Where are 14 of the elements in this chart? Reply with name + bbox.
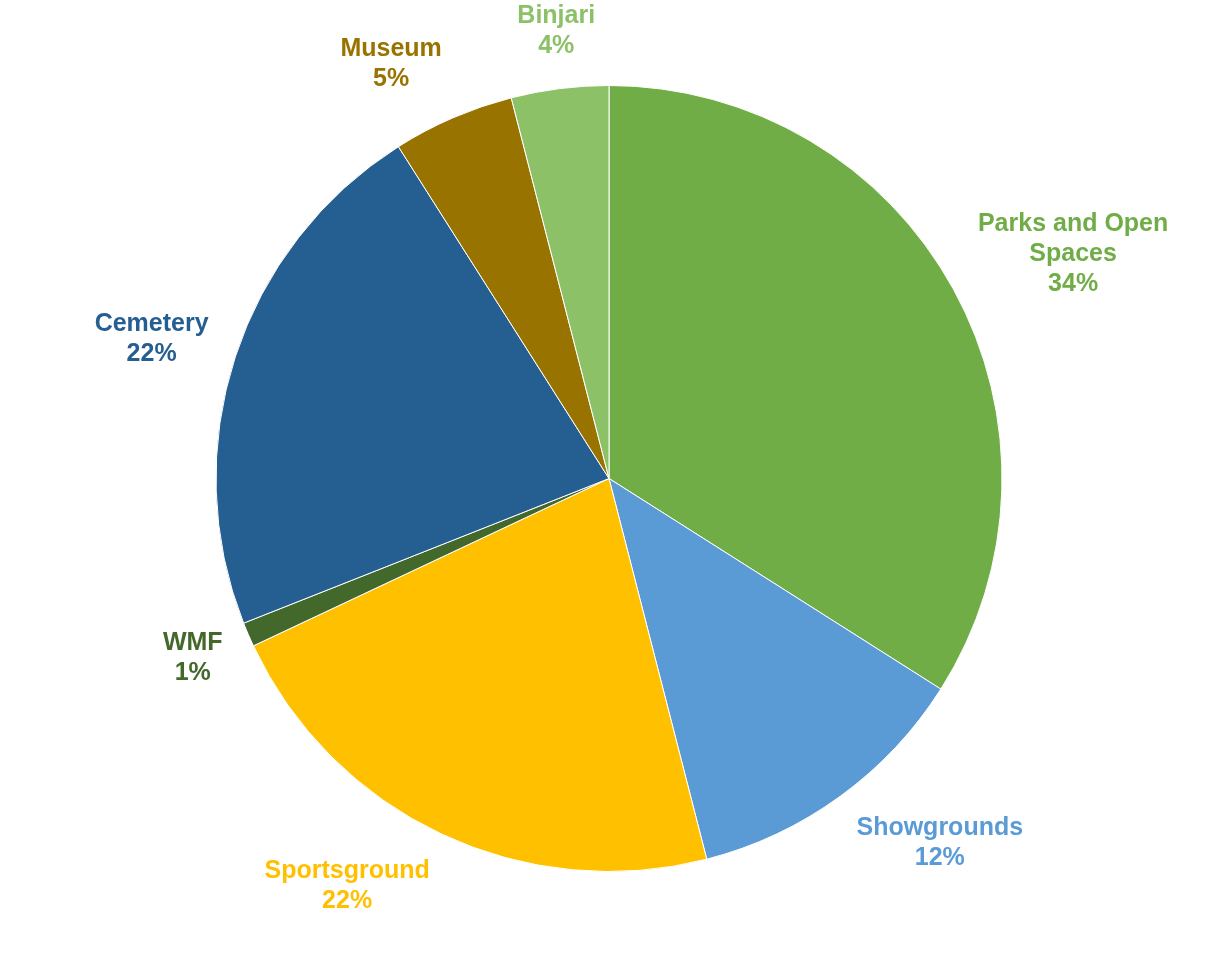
data-label: 1% <box>174 656 211 685</box>
data-label: 22% <box>322 885 373 914</box>
slice-label: Binjari <box>517 0 596 28</box>
data-label: 5% <box>373 63 410 92</box>
slice-label: WMF <box>162 626 223 655</box>
data-label: 34% <box>1048 267 1099 296</box>
slice-label: Sportsground <box>264 855 430 884</box>
data-label: 22% <box>126 338 177 367</box>
data-label: 12% <box>914 842 965 871</box>
slice-label: Showgrounds <box>856 812 1024 841</box>
slice-label: Parks and Open Spaces <box>977 207 1169 266</box>
data-label: 4% <box>538 29 575 58</box>
slice-label: Cemetery <box>94 308 209 337</box>
slice-label: Museum <box>340 33 442 62</box>
